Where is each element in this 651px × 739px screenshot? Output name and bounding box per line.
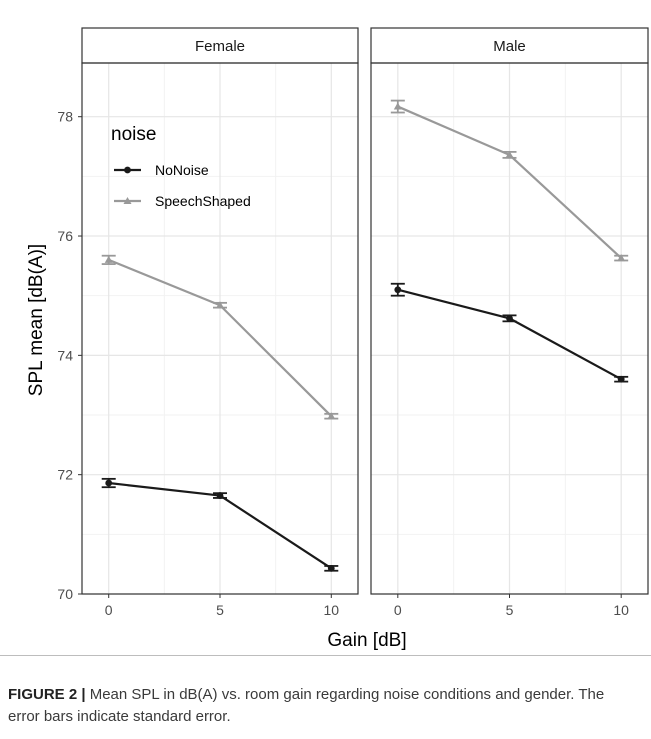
panel-female: Female 0 5 10 70 72 74 76 78 xyxy=(57,27,359,618)
legend-label: NoNoise xyxy=(155,162,209,178)
panel-male: Male 0 5 10 xyxy=(370,27,649,618)
figure-caption: FIGURE 2 | Mean SPL in dB(A) vs. room ga… xyxy=(8,684,638,728)
y-tick-label: 76 xyxy=(57,228,73,244)
data-point xyxy=(393,102,402,110)
legend-label: SpeechShaped xyxy=(155,193,251,209)
x-tick-label: 5 xyxy=(506,602,514,618)
legend: noise NoNoise SpeechShaped xyxy=(111,124,251,209)
facet-strip-label: Female xyxy=(195,38,245,55)
figure-label: FIGURE 2 | xyxy=(8,686,86,703)
data-point xyxy=(394,286,402,294)
x-tick-label: 0 xyxy=(394,602,402,618)
data-point xyxy=(617,254,626,262)
y-tick-label: 70 xyxy=(57,586,73,602)
y-tick-label: 74 xyxy=(57,347,73,363)
facet-strip-label: Male xyxy=(493,38,526,55)
data-point xyxy=(505,150,514,158)
y-axis-title: SPL mean [dB(A)] xyxy=(26,244,47,396)
data-point xyxy=(327,412,336,420)
facet-strip xyxy=(81,27,359,64)
data-point xyxy=(506,314,513,322)
legend-title: noise xyxy=(111,124,156,145)
y-tick-label: 72 xyxy=(57,467,73,483)
legend-entry-nonoise: NoNoise xyxy=(114,162,209,178)
legend-entry-speechshaped: SpeechShaped xyxy=(114,193,251,209)
x-tick-label: 10 xyxy=(613,602,629,618)
data-point xyxy=(105,479,113,487)
caption-divider xyxy=(0,655,651,656)
x-tick-label: 10 xyxy=(324,602,340,618)
facet-panels: Female 0 5 10 70 72 74 76 78 Male 0 5 10 xyxy=(57,27,649,618)
series-nonoise xyxy=(390,282,629,383)
series-nonoise xyxy=(101,477,339,572)
y-tick-label: 78 xyxy=(57,109,73,125)
facet-strip xyxy=(370,27,649,64)
series-speechshaped xyxy=(390,99,629,262)
data-point xyxy=(104,255,113,263)
data-point xyxy=(216,492,224,499)
caption-text: Mean SPL in dB(A) vs. room gain regardin… xyxy=(8,686,605,725)
data-point xyxy=(617,375,625,383)
x-tick-label: 0 xyxy=(105,602,113,618)
legend-key-point xyxy=(124,166,131,174)
series-speechshaped xyxy=(101,254,339,420)
data-point xyxy=(327,564,335,572)
data-point xyxy=(216,301,224,309)
x-tick-label: 5 xyxy=(216,602,224,618)
legend-key-point xyxy=(123,197,132,204)
x-axis-title: Gain [dB] xyxy=(327,630,406,651)
